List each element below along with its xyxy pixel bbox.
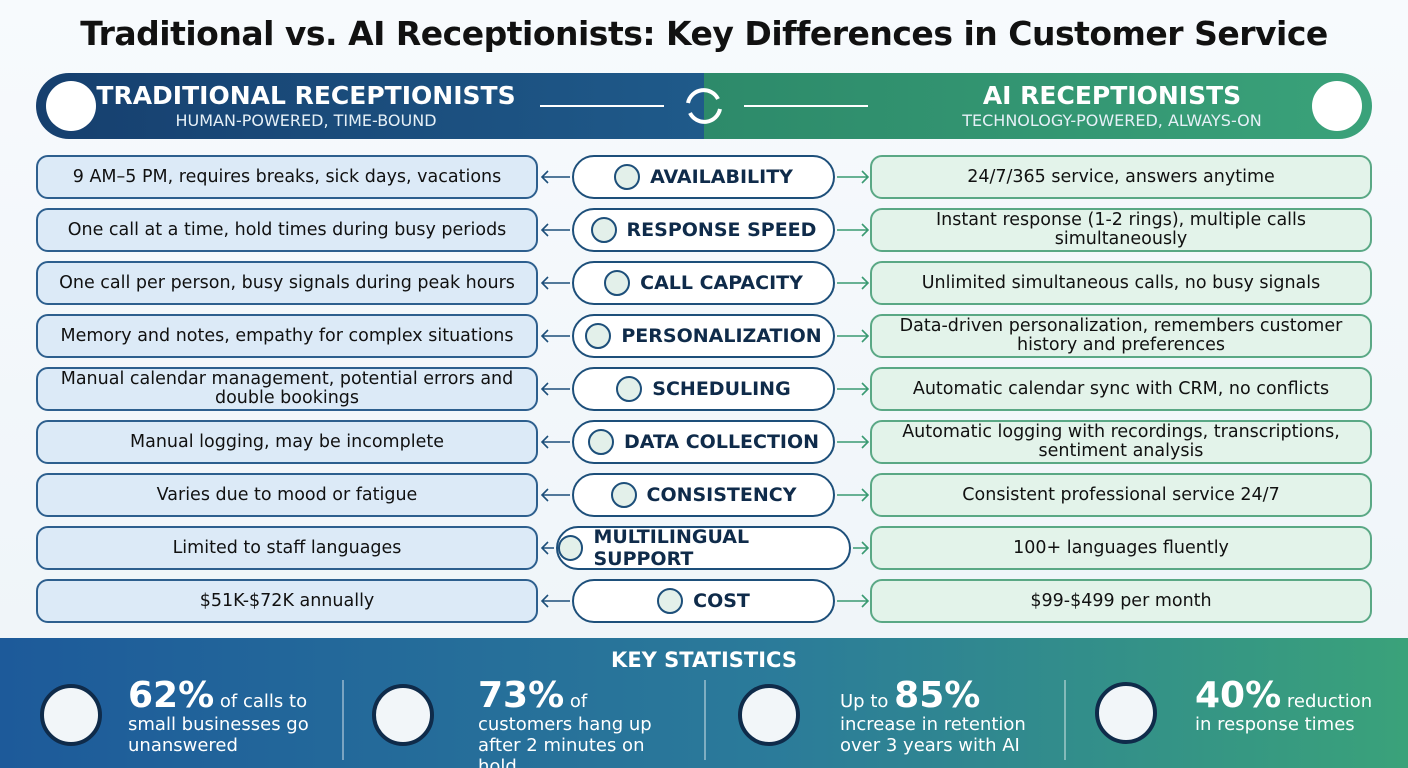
- ai-cell: Automatic calendar sync with CRM, no con…: [870, 367, 1372, 411]
- ai-cell: Automatic logging with recordings, trans…: [870, 420, 1372, 464]
- traditional-cell: $51K-$72K annually: [36, 579, 538, 623]
- category-label: COST: [693, 590, 750, 612]
- stat: 62% of calls to small businesses go unan…: [128, 675, 328, 757]
- category-cell: CALL CAPACITY: [572, 261, 835, 305]
- arrows: [540, 170, 870, 184]
- arrows: [540, 488, 870, 502]
- arrows: [540, 223, 870, 237]
- category-icon: [590, 217, 617, 243]
- category-icon: [610, 482, 637, 508]
- traditional-cell: 9 AM–5 PM, requires breaks, sick days, v…: [36, 155, 538, 199]
- traditional-cell: Memory and notes, empathy for complex si…: [36, 314, 538, 358]
- category-cell: RESPONSE SPEED: [572, 208, 835, 252]
- robot-icon: [1312, 81, 1362, 131]
- category-icon: [614, 164, 641, 190]
- traditional-cell: Varies due to mood or fatigue: [36, 473, 538, 517]
- category-icon: [616, 376, 643, 402]
- divider: [342, 680, 344, 760]
- category-cell: COST: [572, 579, 835, 623]
- traditional-cell: Manual logging, may be incomplete: [36, 420, 538, 464]
- category-cell: PERSONALIZATION: [572, 314, 835, 358]
- arrows: [540, 382, 870, 396]
- ai-cell: Consistent professional service 24/7: [870, 473, 1372, 517]
- stat: Up to 85% increase in retention over 3 y…: [840, 675, 1040, 757]
- divider: [744, 105, 868, 107]
- traditional-subtitle: HUMAN-POWERED, TIME-BOUND: [175, 111, 437, 130]
- divider: [540, 105, 664, 107]
- ai-cell: $99-$499 per month: [870, 579, 1372, 623]
- stat-text: increase in retention over 3 years with …: [840, 714, 1026, 756]
- category-icon: [604, 270, 631, 296]
- category-label: AVAILABILITY: [650, 166, 793, 188]
- stat-icon: [372, 684, 434, 746]
- stat-icon: [1095, 682, 1157, 744]
- category-label: DATA COLLECTION: [623, 431, 820, 453]
- category-cell: MULTILINGUAL SUPPORT: [556, 526, 851, 570]
- statistics-title: KEY STATISTICS: [611, 648, 797, 672]
- person-icon: [46, 81, 96, 131]
- traditional-cell: Limited to staff languages: [36, 526, 538, 570]
- traditional-cell: One call at a time, hold times during bu…: [36, 208, 538, 252]
- arrows: [540, 594, 870, 608]
- category-label: SCHEDULING: [652, 378, 791, 400]
- arrows: [540, 541, 870, 555]
- stat: 40% reduction in response times: [1195, 675, 1385, 736]
- ai-cell: Data-driven personalization, remembers c…: [870, 314, 1372, 358]
- stat-text: of customers hang up after 2 minutes on …: [478, 691, 652, 768]
- ai-cell: 24/7/365 service, answers anytime: [870, 155, 1372, 199]
- category-label: CONSISTENCY: [646, 484, 797, 506]
- category-cell: CONSISTENCY: [572, 473, 835, 517]
- ai-subtitle: TECHNOLOGY-POWERED, ALWAYS-ON: [962, 111, 1262, 130]
- ai-cell: Instant response (1-2 rings), multiple c…: [870, 208, 1372, 252]
- stat-icon: [40, 684, 102, 746]
- divider: [704, 680, 706, 760]
- stat-prefix: Up to: [840, 691, 889, 712]
- category-cell: DATA COLLECTION: [572, 420, 835, 464]
- sync-icon: [686, 88, 722, 124]
- category-icon: [587, 429, 614, 455]
- stat-icon: [738, 684, 800, 746]
- traditional-cell: Manual calendar management, potential er…: [36, 367, 538, 411]
- stat-figure: 62%: [128, 675, 215, 716]
- category-icon: [657, 588, 684, 614]
- traditional-cell: One call per person, busy signals during…: [36, 261, 538, 305]
- category-cell: SCHEDULING: [572, 367, 835, 411]
- stat-text: of calls to small businesses go unanswer…: [128, 691, 309, 756]
- traditional-title: TRADITIONAL RECEPTIONISTS: [96, 81, 516, 110]
- statistics-panel: [0, 638, 1408, 768]
- stat-figure: 73%: [478, 675, 565, 716]
- stat-figure: 40%: [1195, 675, 1282, 716]
- ai-title: AI RECEPTIONISTS: [982, 81, 1242, 110]
- divider: [1064, 680, 1066, 760]
- stat-text: reduction in response times: [1195, 691, 1373, 735]
- category-label: MULTILINGUAL SUPPORT: [593, 526, 750, 570]
- page-title: Traditional vs. AI Receptionists: Key Di…: [80, 14, 1328, 53]
- ai-cell: 100+ languages fluently: [870, 526, 1372, 570]
- category-label: CALL CAPACITY: [640, 272, 803, 294]
- category-cell: AVAILABILITY: [572, 155, 835, 199]
- category-icon: [558, 535, 584, 561]
- ai-cell: Unlimited simultaneous calls, no busy si…: [870, 261, 1372, 305]
- category-label: RESPONSE SPEED: [626, 219, 817, 241]
- category-label: PERSONALIZATION: [621, 325, 822, 347]
- arrows: [540, 329, 870, 343]
- category-icon: [585, 323, 612, 349]
- arrows: [540, 435, 870, 449]
- header-band: TRADITIONAL RECEPTIONISTS HUMAN-POWERED,…: [36, 73, 1372, 139]
- arrows: [540, 276, 870, 290]
- stat: 73% of customers hang up after 2 minutes…: [478, 678, 678, 768]
- stat-figure: 85%: [894, 675, 981, 716]
